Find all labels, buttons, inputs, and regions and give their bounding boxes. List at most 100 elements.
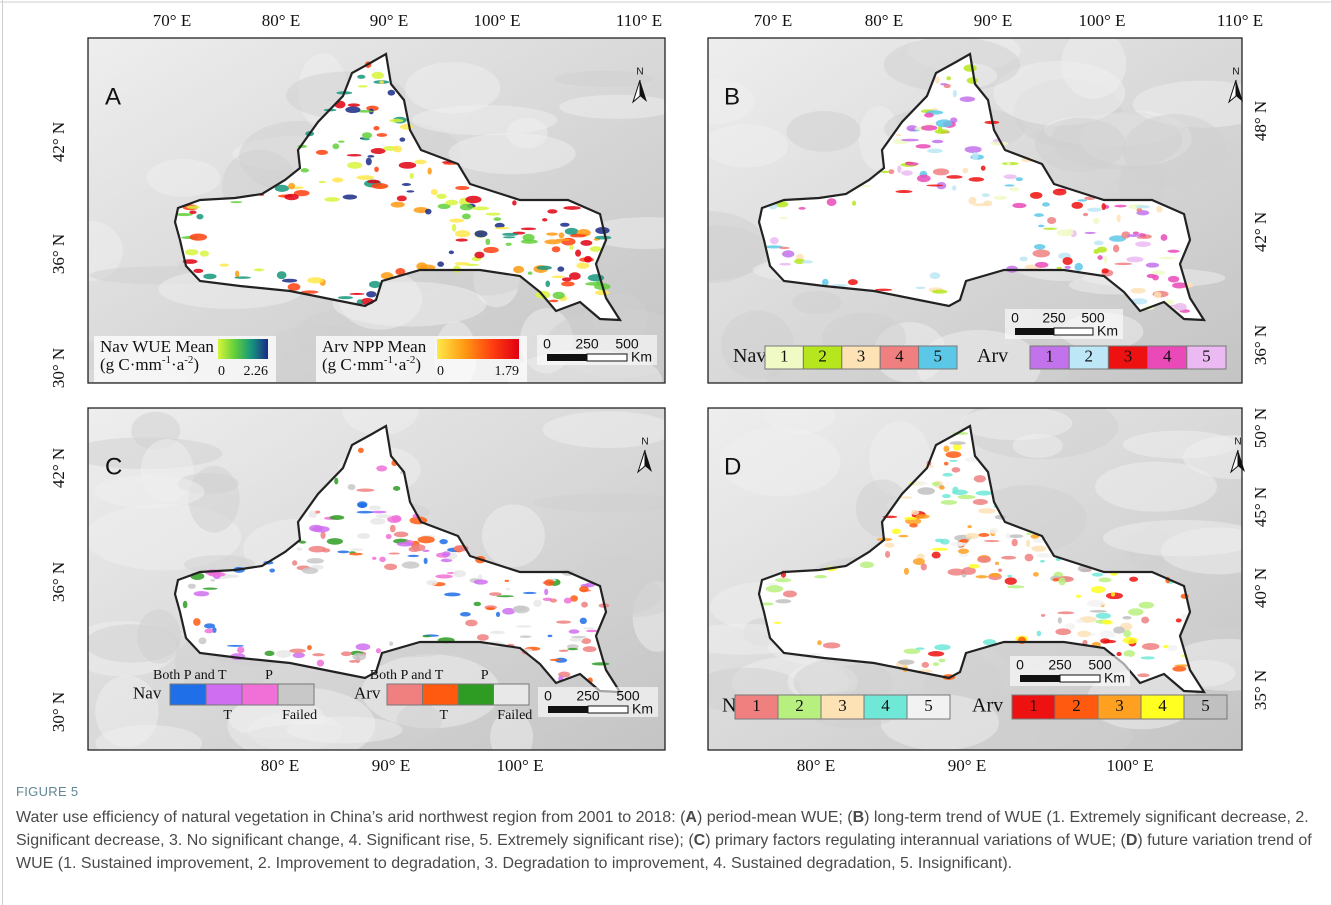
land-cover-patch <box>188 584 196 589</box>
land-cover-patch <box>972 152 979 160</box>
longitude-label: 80° E <box>261 756 299 775</box>
land-cover-patch <box>552 275 565 278</box>
land-cover-patch <box>917 487 935 495</box>
legend-item: Failed <box>282 708 317 723</box>
land-cover-patch <box>981 166 986 171</box>
land-cover-patch <box>347 154 362 157</box>
latitude-label: 36° N <box>1251 325 1270 365</box>
land-cover-patch <box>406 190 414 192</box>
land-cover-patch <box>998 569 1002 573</box>
land-cover-patch <box>548 635 553 638</box>
land-cover-patch <box>282 279 297 283</box>
land-cover-patch <box>505 243 511 246</box>
land-cover-patch <box>580 240 592 246</box>
land-cover-patch <box>1133 232 1139 235</box>
land-cover-patch <box>977 556 991 563</box>
land-cover-patch <box>338 296 353 299</box>
land-cover-patch <box>974 475 986 482</box>
land-cover-patch <box>1113 245 1119 253</box>
longitude-label: 110° E <box>616 11 662 30</box>
land-cover-patch <box>1103 256 1107 264</box>
land-cover-patch <box>1093 249 1099 254</box>
land-cover-patch <box>941 500 957 505</box>
land-cover-patch <box>958 549 969 554</box>
terrain <box>1123 114 1227 186</box>
legend-unit: (g C·mm-1·a-2) <box>100 354 199 374</box>
land-cover-patch <box>949 460 958 462</box>
land-cover-patch <box>485 213 500 216</box>
land-cover-patch <box>1032 545 1047 551</box>
land-cover-patch <box>356 175 374 180</box>
land-cover-patch <box>422 635 431 637</box>
land-cover-patch <box>435 574 452 578</box>
land-cover-patch <box>1033 250 1051 258</box>
land-cover-patch <box>357 501 367 508</box>
land-cover-patch <box>888 169 894 174</box>
land-cover-patch <box>516 625 532 627</box>
land-cover-patch <box>1113 627 1124 634</box>
land-cover-patch <box>990 141 1008 145</box>
land-cover-patch <box>580 618 587 624</box>
land-cover-patch <box>592 662 610 665</box>
land-cover-patch <box>356 643 371 650</box>
land-cover-patch <box>779 217 788 219</box>
land-cover-patch <box>1057 229 1072 236</box>
land-cover-patch <box>948 569 965 576</box>
land-cover-patch <box>1096 613 1111 619</box>
latitude-label: 30° N <box>49 692 68 732</box>
land-cover-patch <box>944 462 949 466</box>
land-cover-patch <box>490 631 505 634</box>
legend-label: Nav <box>133 683 162 702</box>
land-cover-patch <box>489 592 502 596</box>
land-cover-patch <box>917 175 931 182</box>
land-cover-patch <box>1042 202 1050 206</box>
land-cover-patch <box>439 539 447 544</box>
terrain <box>482 504 545 567</box>
scale-unit: Km <box>631 349 652 365</box>
land-cover-patch <box>922 662 929 668</box>
caption-panel-ref: C <box>694 832 706 849</box>
terrain <box>533 494 690 512</box>
legend-swatch <box>242 684 278 705</box>
scale-label: 0 <box>1011 310 1019 326</box>
land-cover-patch <box>176 213 193 216</box>
land-cover-patch <box>521 228 536 231</box>
land-cover-patch <box>563 206 581 210</box>
land-cover-patch <box>960 96 976 102</box>
land-cover-patch <box>391 202 405 208</box>
scale-bar <box>1020 675 1060 682</box>
land-cover-patch <box>1092 573 1103 577</box>
land-cover-patch <box>393 146 402 153</box>
land-cover-patch <box>949 441 965 445</box>
land-cover-patch <box>939 486 945 490</box>
land-cover-patch <box>1025 554 1034 562</box>
land-cover-patch <box>237 647 244 654</box>
land-cover-patch <box>362 132 372 138</box>
scale-unit: Km <box>1097 323 1118 339</box>
land-cover-patch <box>379 81 384 84</box>
land-cover-patch <box>1161 234 1168 241</box>
land-cover-patch <box>477 634 489 641</box>
land-cover-patch <box>475 230 488 237</box>
land-cover-patch <box>556 620 571 623</box>
land-cover-patch <box>967 77 978 84</box>
land-cover-patch <box>357 75 365 79</box>
scale-bar <box>547 354 587 361</box>
legend-item: 3 <box>1124 346 1133 365</box>
land-cover-patch <box>338 141 345 143</box>
land-cover-patch <box>293 652 305 658</box>
land-cover-patch <box>969 564 980 568</box>
land-cover-patch <box>374 167 379 172</box>
land-cover-patch <box>523 592 537 594</box>
land-cover-patch <box>1111 592 1115 596</box>
land-cover-patch <box>284 194 298 201</box>
land-cover-patch <box>916 144 931 148</box>
land-cover-patch <box>892 529 901 535</box>
scale-label: 250 <box>576 688 600 704</box>
land-cover-patch <box>200 250 209 256</box>
land-cover-patch <box>965 146 982 153</box>
land-cover-patch <box>1020 256 1028 261</box>
land-cover-patch <box>953 90 957 98</box>
legend-title: Nav WUE Mean <box>100 337 214 356</box>
land-cover-patch <box>1001 556 1016 560</box>
